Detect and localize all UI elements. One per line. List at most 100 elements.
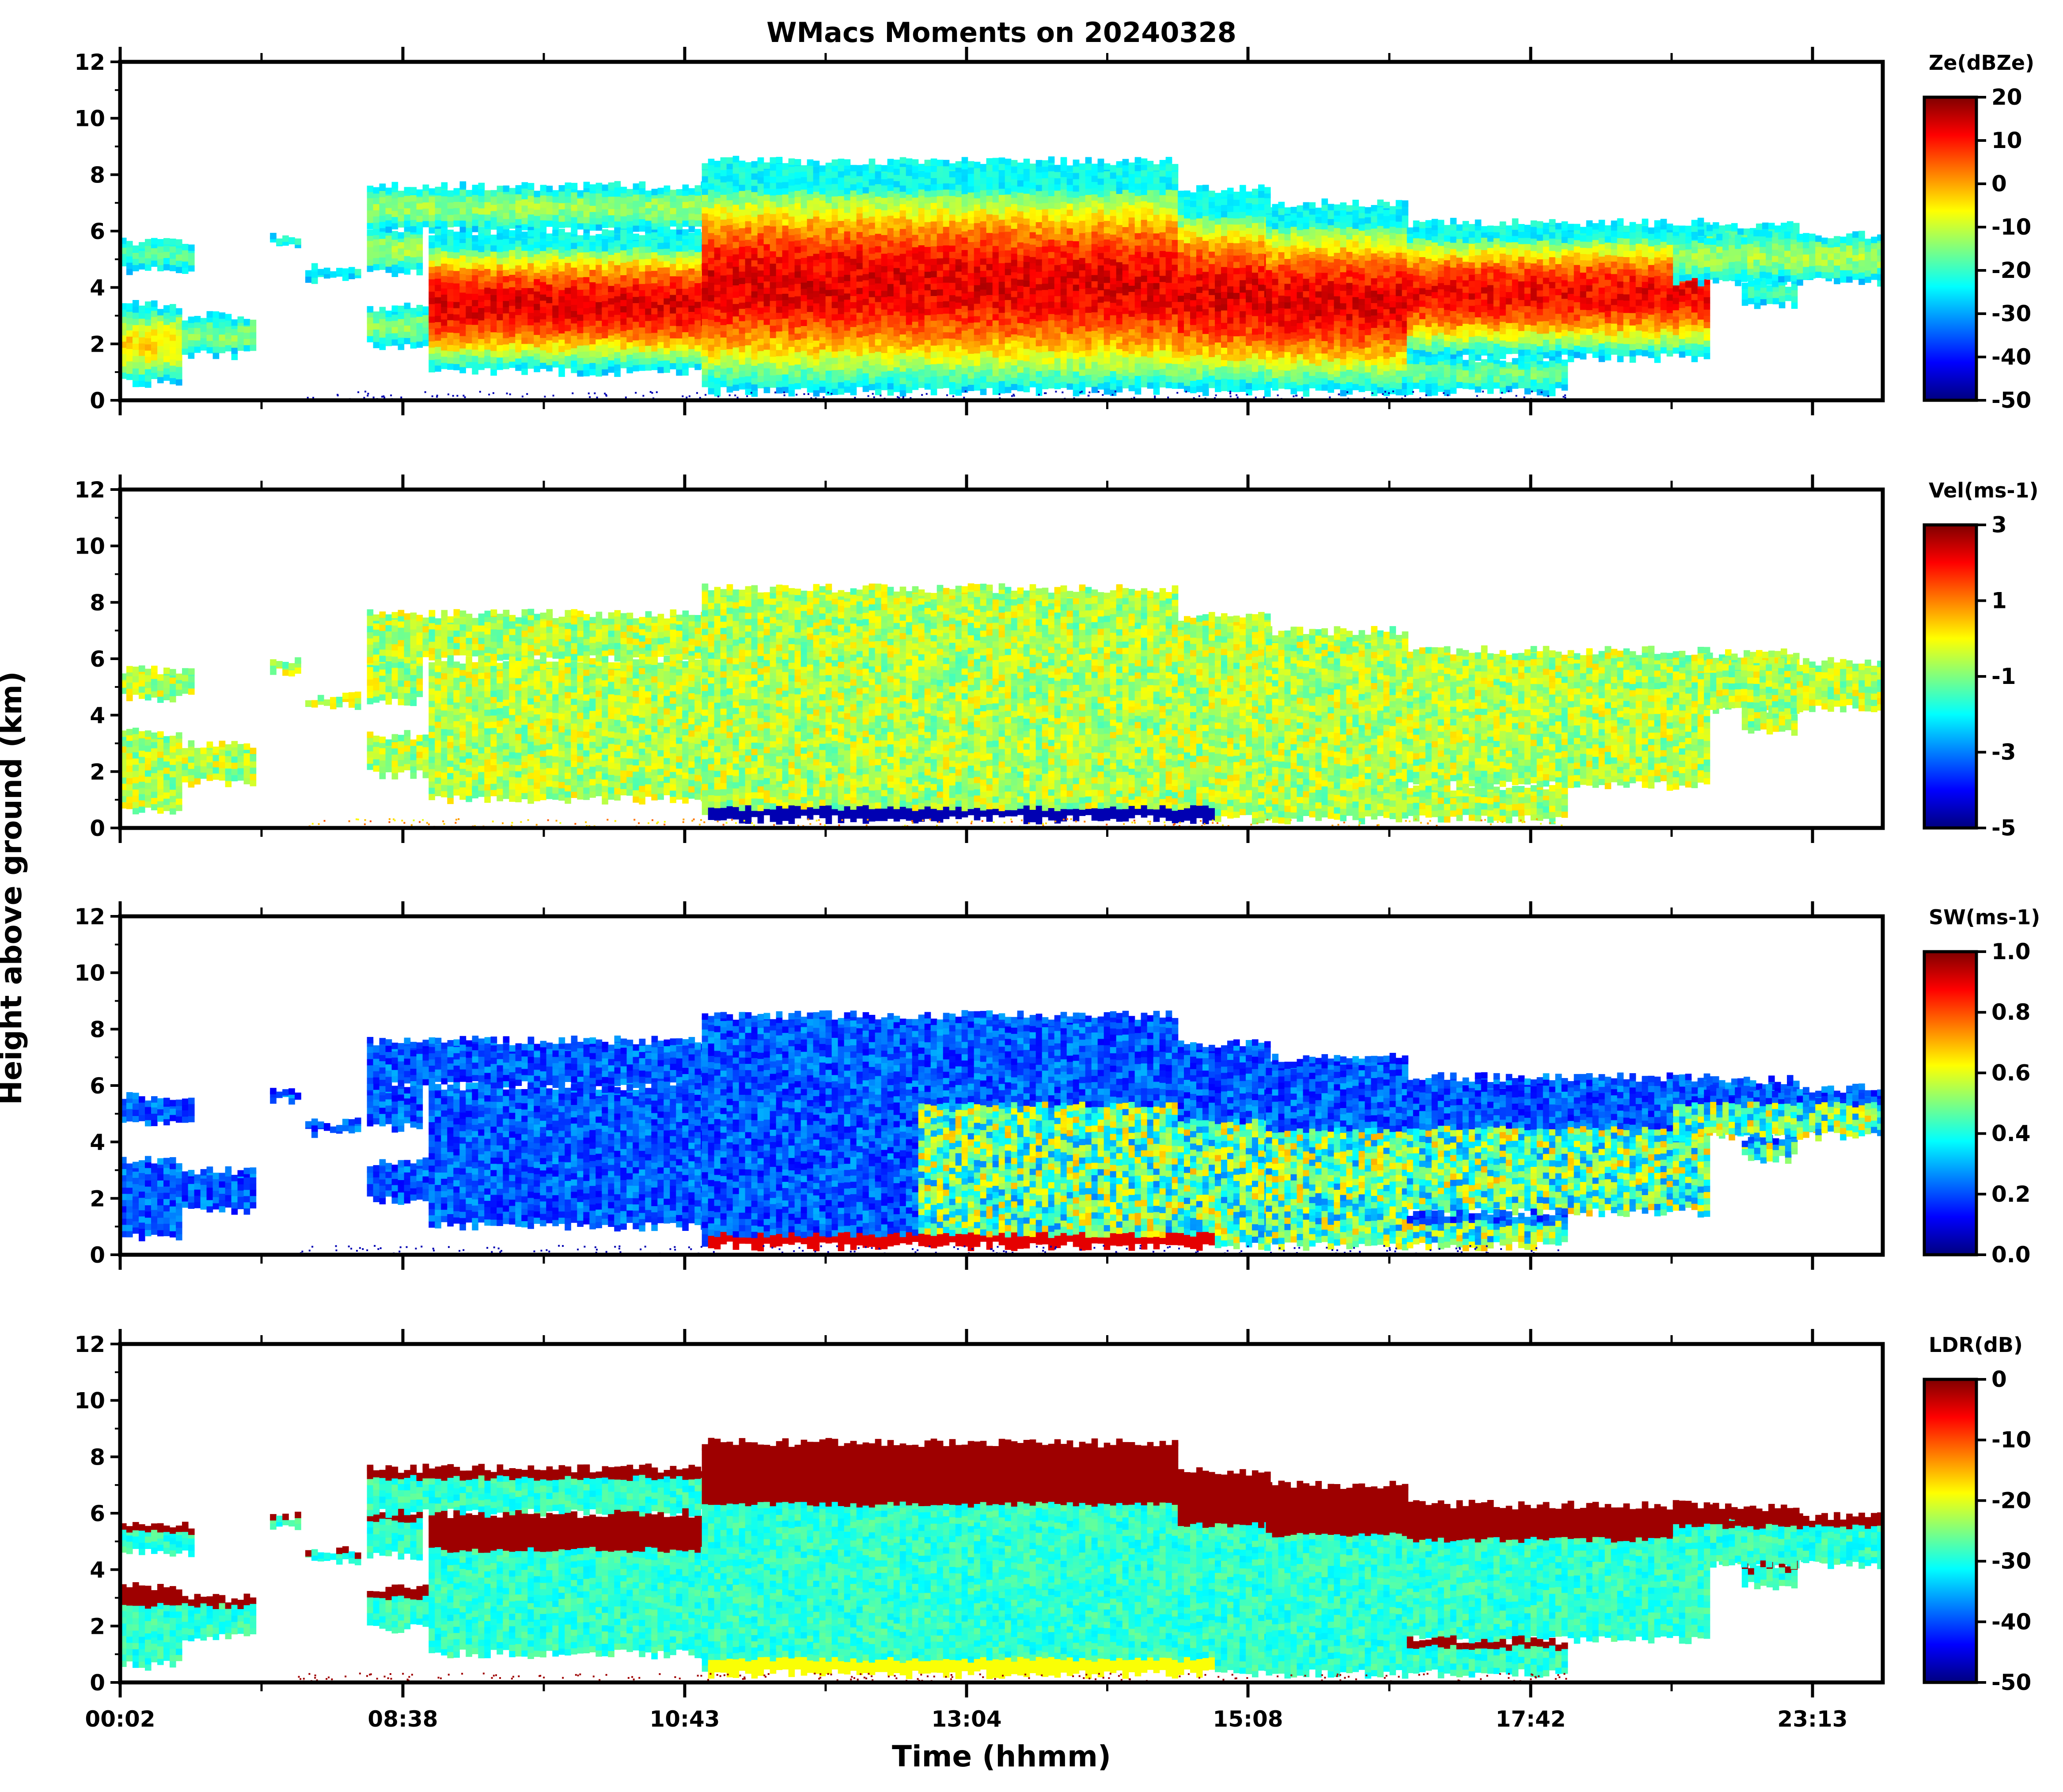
cell (887, 215, 894, 222)
cell (1023, 175, 1030, 182)
cell (589, 270, 596, 276)
cell (682, 332, 689, 338)
cell (1153, 320, 1160, 327)
cell (961, 324, 968, 331)
cell (398, 202, 405, 209)
cell (416, 209, 423, 216)
cell (651, 232, 658, 239)
cell (688, 299, 695, 306)
cell (466, 262, 472, 269)
cell (1011, 278, 1018, 285)
cell (422, 214, 429, 221)
cell (410, 251, 417, 258)
cell (1048, 156, 1055, 163)
cell (906, 275, 913, 281)
cell (176, 342, 182, 349)
cell (714, 340, 721, 347)
cell (595, 320, 602, 327)
cell (770, 226, 777, 233)
cell (906, 349, 913, 356)
cell (589, 344, 596, 351)
cell (1134, 357, 1141, 364)
cell (702, 188, 709, 195)
cell (1165, 382, 1172, 388)
cell (651, 364, 658, 370)
cell (751, 186, 758, 192)
cell (577, 223, 584, 230)
cell (459, 311, 466, 318)
cell (1122, 345, 1129, 351)
cell (614, 358, 621, 364)
cell (831, 270, 838, 277)
cell (714, 228, 721, 235)
cell (602, 282, 608, 289)
cell (844, 206, 851, 213)
cell (943, 214, 950, 221)
cell (1110, 185, 1117, 191)
cell (577, 364, 584, 371)
cell (875, 296, 882, 302)
cell (521, 193, 528, 200)
cell (720, 201, 727, 207)
cell (602, 239, 608, 246)
cell (776, 381, 783, 387)
cell (893, 168, 900, 175)
cell (657, 187, 664, 194)
cell (657, 342, 664, 349)
cell (967, 347, 975, 354)
cell (875, 333, 882, 339)
cell (1035, 191, 1043, 197)
cell (602, 338, 608, 345)
cell (844, 268, 851, 275)
cell (1147, 190, 1154, 197)
cell (912, 247, 919, 254)
cell (899, 297, 906, 304)
cell (515, 247, 522, 253)
cell (998, 319, 1005, 326)
cell (670, 208, 677, 214)
cell (1085, 306, 1092, 313)
cell (757, 264, 764, 271)
cell (924, 247, 931, 253)
cell (726, 287, 733, 293)
cell (404, 195, 411, 202)
cell (1128, 298, 1135, 304)
cell (1104, 183, 1111, 190)
cell (478, 289, 485, 296)
cell (441, 338, 447, 345)
cell (552, 274, 559, 281)
cell (844, 225, 851, 232)
cell (937, 159, 944, 167)
cell (145, 258, 152, 265)
cell (1122, 220, 1129, 227)
cell (682, 301, 689, 308)
cell (1017, 174, 1024, 181)
cell (410, 238, 417, 245)
cell (1085, 170, 1092, 177)
cell (540, 238, 546, 245)
cell (893, 181, 900, 187)
cell (1066, 383, 1073, 390)
cell (379, 215, 386, 222)
cell (521, 312, 528, 319)
cell (856, 288, 863, 294)
cell (776, 201, 783, 208)
cell (133, 252, 139, 259)
cell (664, 195, 671, 202)
cell (1029, 263, 1036, 270)
cell (980, 270, 987, 277)
cell (639, 200, 646, 207)
cell (714, 253, 721, 260)
cell (1048, 245, 1055, 252)
cell (949, 220, 956, 227)
cell (1073, 334, 1080, 341)
cell (831, 171, 838, 178)
cell (540, 338, 546, 344)
cell (472, 201, 479, 208)
cell (1128, 261, 1135, 267)
cell (447, 289, 454, 296)
cell (657, 267, 664, 274)
cell (1116, 231, 1123, 238)
cell (688, 213, 695, 220)
cell (875, 171, 882, 178)
